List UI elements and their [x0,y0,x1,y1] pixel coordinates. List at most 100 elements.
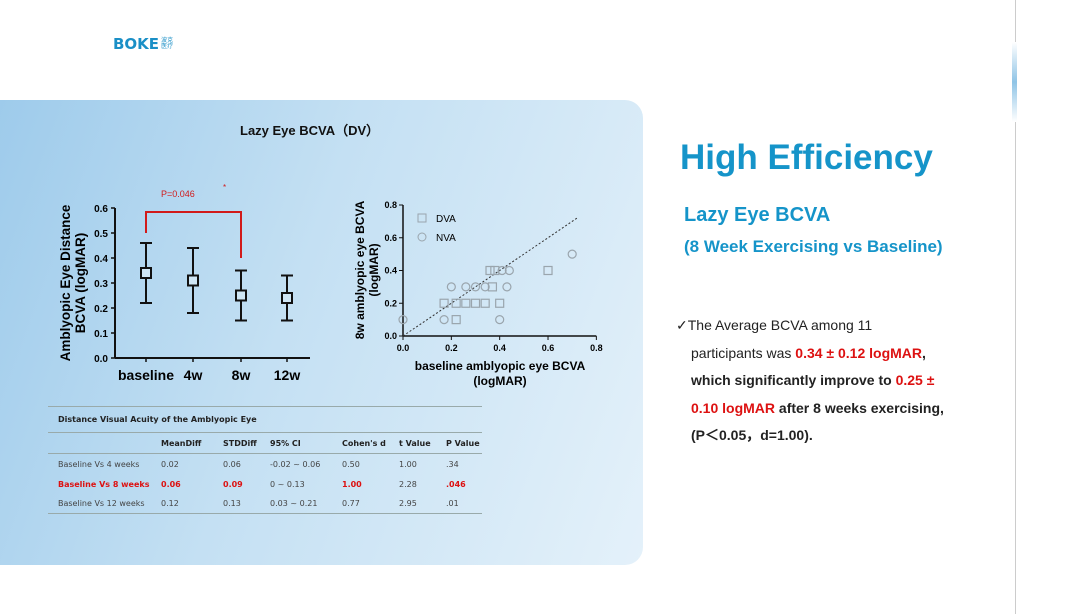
td: 1.00 [342,479,362,489]
y-axis-title: 8w amblyopic eye BCVA [353,200,367,339]
dva-point [451,315,461,325]
logo-sub: 波克医疗 [161,38,174,50]
text: , [922,344,926,361]
x-tick-label: 8w [232,367,251,383]
y-tick-label: 0.8 [384,200,397,210]
nva-point [446,282,456,292]
td: .046 [446,479,466,489]
td: 0.03 ~ 0.21 [270,499,318,508]
td: 0.12 [161,499,179,508]
dva-point [451,298,461,308]
td: 0.06 [161,479,181,489]
td: -0.02 ~ 0.06 [270,459,321,469]
y-tick-label: 0.6 [94,204,108,215]
nva-point [567,249,577,259]
legend-label: NVA [436,233,456,244]
nva-point [439,315,449,325]
y-tick-label: 0.0 [384,331,397,341]
subheading-2: (8 Week Exercising vs Baseline) [684,237,943,256]
td: Baseline Vs 4 weeks [58,459,140,469]
value: 0.25 ± [895,372,935,388]
dva-point [439,298,449,308]
legend-circle-icon [417,232,427,242]
y-axis-title: (logMAR) [367,243,381,296]
td: 0.06 [223,459,241,469]
y-tick-label: 0.2 [94,304,108,315]
td: Baseline Vs 8 weeks [58,479,150,489]
nva-point [480,282,490,292]
dva-point [495,298,505,308]
text: after 8 weeks exercising, [775,399,944,416]
x-tick-label: 0.6 [542,343,555,353]
th: 95% CI [270,438,301,448]
y-tick-label: 0.3 [94,279,108,290]
value: 0.34 ± 0.12 logMAR [795,344,923,361]
mean-point [187,274,199,287]
x-tick-label: 0.0 [397,343,410,353]
td: 0.50 [342,459,360,469]
reference-line [402,217,578,337]
y-tick-label: 0.2 [384,298,397,308]
heading: High Efficiency [680,138,933,177]
stats-table: Distance Visual Acuity of the Amblyopic … [48,406,482,514]
mean-point [140,267,152,279]
td: .34 [446,459,459,469]
table-row-highlight: Baseline Vs 8 weeks 0.06 0.09 0 ~ 0.13 1.00 2… [48,474,482,494]
td: 2.95 [399,499,417,508]
x-tick-label: 0.4 [493,343,506,353]
y-tick-label: 0.0 [94,354,108,365]
legend-label: DVA [436,214,456,225]
dva-point [543,265,553,276]
th: MeanDiff [161,438,202,448]
nva-point [398,315,408,325]
table-row: Baseline Vs 12 weeks 0.12 0.13 0.03 ~ 0.21 0… [48,494,482,514]
th: P Value [446,438,480,448]
td: 0.02 [161,459,179,469]
td: 0 ~ 0.13 [270,479,305,489]
dva-point [485,265,495,276]
text: participants was [691,344,796,361]
nva-point [495,315,505,325]
star-label: * [223,183,226,192]
y-tick-label: 0.4 [384,266,397,276]
nva-point [502,282,512,292]
td: .01 [446,499,459,508]
subheading: Lazy Eye BCVA [684,204,831,226]
x-tick-label: 0.8 [590,343,603,353]
logo-brand: BOKE [113,35,160,53]
y-axis-title: BCVA (logMAR) [73,233,88,333]
td: 0.77 [342,499,360,508]
text: (P＜0.05，d=1.00). [691,427,813,443]
table-caption: Distance Visual Acuity of the Amblyopic … [48,406,482,433]
scroll-indicator [1012,42,1017,122]
table-row: Baseline Vs 4 weeks 0.02 0.06 -0.02 ~ 0.06 0… [48,454,482,474]
significance-bracket [145,211,242,258]
mean-point [281,292,293,304]
y-tick-label: 0.6 [384,233,397,243]
divider-line [1015,0,1016,614]
table-header: MeanDiff STDDiff 95% CI Cohen's d t Valu… [48,433,482,453]
check-icon: ✓ [676,317,688,333]
text: The Average BCVA among 11 [687,317,873,333]
summary-text: ✓The Average BCVA among 11 participants … [676,312,996,450]
y-tick-label: 0.4 [94,254,108,265]
logo: BOKE 波克医疗 [113,35,175,53]
td: 1.00 [399,459,417,469]
x-tick-label: baseline [118,367,174,383]
dva-point [461,298,471,308]
y-tick-label: 0.1 [94,329,108,340]
td: 2.28 [399,479,417,489]
panel-title: Lazy Eye BCVA（DV） [240,123,380,138]
y-axis-title: Amblyopic Eye Distance [58,204,73,361]
x-axis-title: baseline amblyopic eye BCVA [415,359,586,373]
td: Baseline Vs 12 weeks [58,499,145,508]
value: 0.10 logMAR [691,399,776,416]
dva-point [490,265,500,276]
nva-point [461,282,471,292]
td: 0.09 [223,479,243,489]
p-value-label: P=0.046 [161,189,195,199]
mean-point [235,289,247,302]
td: 0.13 [223,499,241,508]
dva-point [480,298,490,308]
